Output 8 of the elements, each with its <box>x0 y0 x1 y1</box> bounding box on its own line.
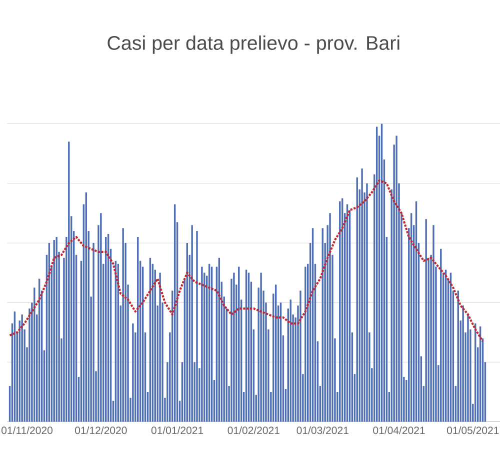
x-tick-label: 01/11/2020 <box>2 426 53 434</box>
x-tick-label: 01/04/2021 <box>373 426 425 434</box>
x-tick-label: 01/01/2021 <box>151 426 204 434</box>
chart-title: Casi per data prelievo - prov. Bari <box>108 36 400 54</box>
x-tick-label: 01/05/2021 <box>447 426 499 434</box>
x-tick-label: 01/02/2021 <box>228 426 280 434</box>
x-tick-label: 01/12/2020 <box>75 426 127 434</box>
x-tick-label: 01/03/2021 <box>296 426 348 434</box>
